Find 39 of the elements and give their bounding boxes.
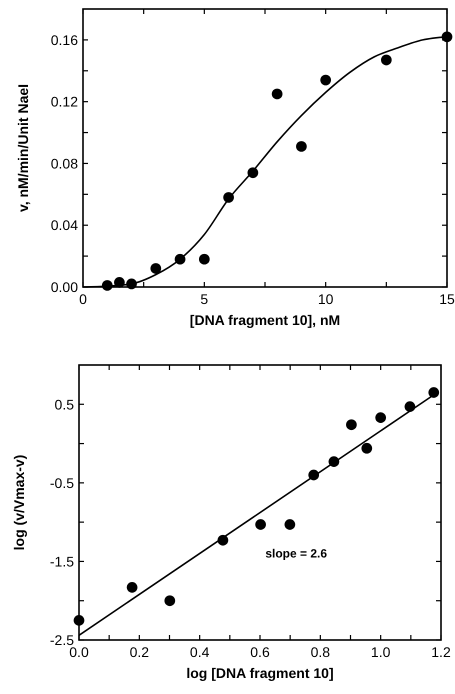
point bbox=[74, 615, 84, 626]
y-tick-label: 0.12 bbox=[50, 94, 78, 110]
point bbox=[164, 595, 176, 606]
x-tick-label: 15 bbox=[439, 291, 455, 307]
x-axis-title: [DNA fragment 10], nM bbox=[190, 312, 340, 328]
x-tick-label: 0.8 bbox=[310, 644, 330, 660]
y-tick-label: -0.5 bbox=[50, 474, 74, 491]
x-tick-label: 1.2 bbox=[431, 644, 451, 660]
point bbox=[428, 387, 440, 398]
point bbox=[198, 254, 210, 265]
annotation: slope = 2.6 bbox=[265, 546, 328, 560]
point bbox=[442, 31, 452, 42]
x-tick-label: 0.6 bbox=[250, 644, 270, 660]
y-axis-title: log (v/Vmax-v) bbox=[11, 454, 27, 550]
y-tick-label: 0.16 bbox=[50, 32, 78, 48]
point bbox=[255, 519, 266, 530]
point bbox=[272, 88, 282, 100]
point bbox=[126, 582, 138, 593]
y-tick-label: 0.5 bbox=[54, 396, 74, 412]
x-tick-label: 1.0 bbox=[370, 644, 391, 660]
x-tick-label: 0.4 bbox=[190, 644, 210, 660]
point bbox=[150, 263, 162, 274]
point bbox=[361, 442, 372, 454]
y-tick-label: 0.00 bbox=[50, 279, 78, 295]
x-tick-label: 10 bbox=[318, 291, 334, 307]
point bbox=[380, 54, 392, 66]
y-tick-label: 0.08 bbox=[50, 155, 78, 172]
y-tick-label: 0.04 bbox=[50, 217, 78, 234]
x-tick-label: 0.2 bbox=[130, 644, 150, 660]
point bbox=[320, 74, 332, 86]
x-axis-title: log [DNA fragment 10] bbox=[186, 665, 334, 681]
x-tick-label: 0 bbox=[79, 291, 88, 307]
y-tick-label: -1.5 bbox=[50, 553, 74, 570]
point bbox=[296, 141, 307, 152]
point bbox=[346, 419, 357, 430]
point bbox=[375, 412, 386, 423]
x-tick-label: 5 bbox=[200, 291, 208, 307]
point bbox=[284, 519, 296, 530]
y-axis-title: v, nM/min/Unit NaeI bbox=[15, 84, 31, 212]
